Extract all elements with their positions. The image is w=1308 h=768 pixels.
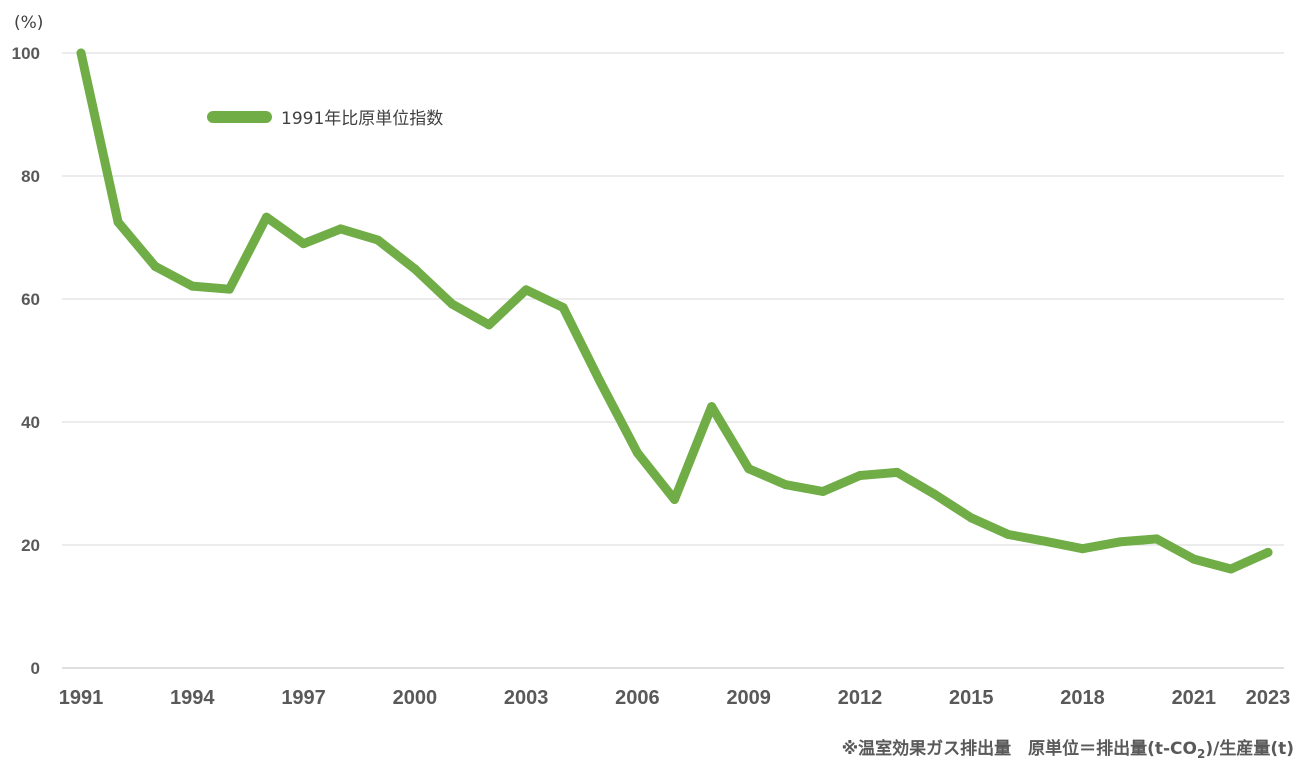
- x-tick-label: 2009: [726, 687, 771, 709]
- data-point: [1189, 554, 1199, 564]
- data-point: [966, 513, 976, 523]
- data-point: [670, 494, 679, 504]
- data-point: [1115, 537, 1125, 547]
- y-tick-label: 0: [31, 659, 40, 678]
- x-tick-label: 2015: [949, 687, 994, 709]
- data-point: [1003, 530, 1013, 540]
- data-point: [1263, 547, 1273, 557]
- x-tick-label: 2018: [1060, 687, 1105, 709]
- data-point: [818, 486, 828, 496]
- x-tick-label: 1994: [170, 687, 215, 709]
- footnote-main: ※温室効果ガス排出量 原単位＝排出量(t-CO: [842, 738, 1197, 759]
- data-point: [632, 448, 642, 458]
- y-tick-label: 100: [12, 44, 40, 63]
- data-point: [150, 261, 160, 271]
- y-tick-label: 20: [21, 536, 40, 555]
- data-point: [707, 402, 717, 412]
- x-tick-label: 2000: [393, 687, 438, 709]
- x-tick-label: 1997: [281, 687, 326, 709]
- x-tick-label: 2003: [504, 687, 549, 709]
- data-point: [447, 299, 457, 309]
- x-axis-ticks: 1991 1994 1997 2000 2003 2006 2009 2012 2015 2018…: [59, 687, 1291, 709]
- data-point: [484, 320, 494, 330]
- data-point: [76, 48, 86, 58]
- data-point: [558, 303, 568, 313]
- data-point: [1152, 534, 1162, 544]
- data-point: [410, 264, 420, 274]
- x-tick-label: 2012: [838, 687, 883, 709]
- data-point: [224, 284, 234, 294]
- y-axis-unit: (%): [14, 13, 43, 33]
- data-point: [187, 281, 197, 291]
- y-axis-ticks: 100 80 60 40 20 0: [12, 44, 40, 678]
- legend: 1991年比原単位指数: [207, 109, 443, 129]
- data-point: [113, 217, 123, 227]
- data-point: [855, 471, 865, 481]
- y-tick-label: 60: [21, 290, 40, 309]
- legend-label: 1991年比原単位指数: [281, 109, 443, 129]
- data-point: [373, 235, 383, 245]
- data-point: [781, 480, 791, 490]
- data-point: [336, 224, 346, 234]
- data-point: [1226, 564, 1236, 574]
- data-point: [929, 489, 939, 499]
- footnote-tail: )/生産量(t): [1205, 738, 1294, 759]
- gridlines: [62, 52, 1284, 669]
- data-point: [744, 464, 754, 474]
- data-point: [261, 212, 271, 222]
- x-tick-label: 2021: [1172, 687, 1217, 709]
- y-tick-label: 80: [21, 167, 40, 186]
- series-layer: [76, 48, 1273, 574]
- data-point: [892, 467, 902, 477]
- footnote-subscript: 2: [1197, 747, 1205, 761]
- x-tick-label: 2006: [615, 687, 660, 709]
- series-line: [76, 48, 1273, 574]
- data-point: [521, 285, 531, 295]
- y-tick-label: 40: [21, 413, 40, 432]
- data-point: [299, 239, 309, 249]
- footnote: ※温室効果ガス排出量 原単位＝排出量(t-CO2)/生産量(t): [842, 738, 1294, 761]
- data-point: [1040, 536, 1050, 546]
- data-point: [595, 377, 605, 387]
- x-tick-label: 1991: [59, 687, 104, 709]
- x-tick-label: 2023: [1246, 687, 1291, 709]
- data-point: [1078, 544, 1088, 554]
